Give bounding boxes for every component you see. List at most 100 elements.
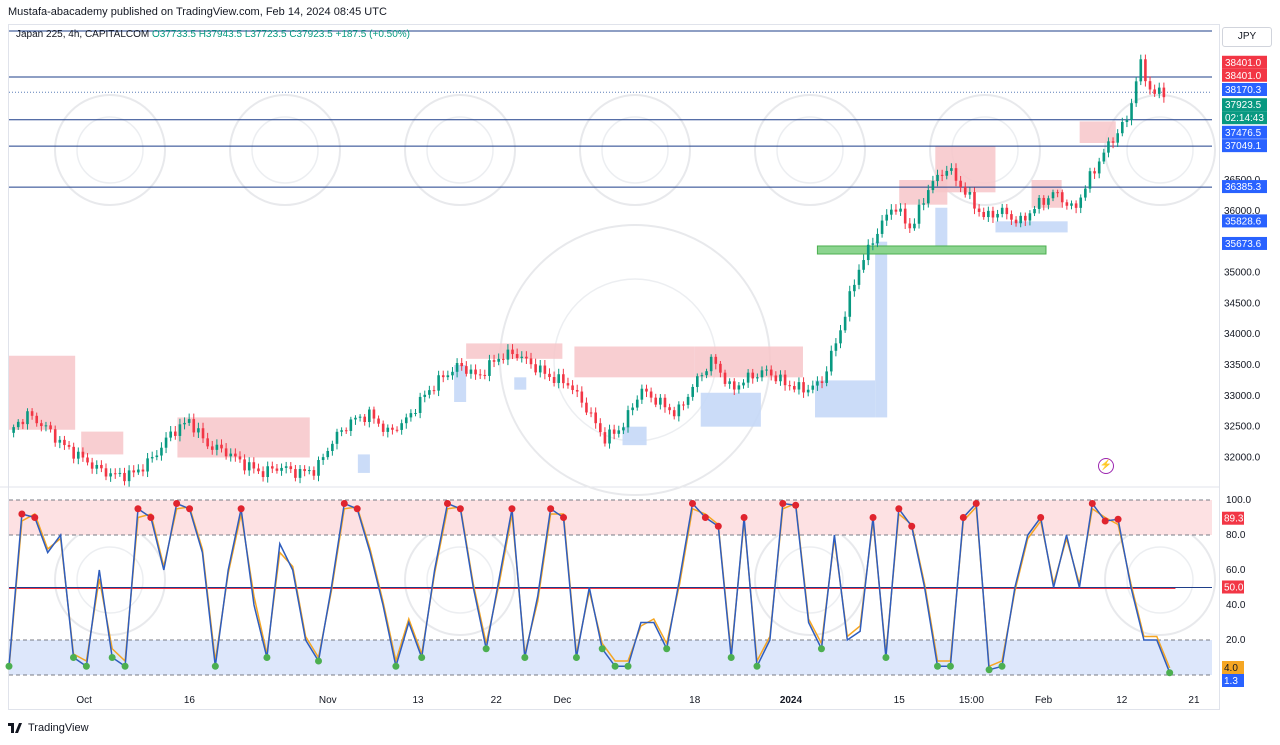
candle-body bbox=[127, 470, 131, 482]
candle-body bbox=[155, 455, 159, 458]
candle-body bbox=[178, 424, 182, 436]
candle-body bbox=[677, 404, 681, 417]
candle-body bbox=[1157, 87, 1161, 94]
price-label-text: 38401.0 bbox=[1225, 71, 1262, 82]
oscillator-value-text: 50.0 bbox=[1224, 583, 1244, 594]
overbought-signal-dot bbox=[688, 500, 696, 507]
candle-body bbox=[529, 358, 533, 365]
time-axis-tick: 2024 bbox=[780, 695, 803, 706]
candle-body bbox=[1079, 197, 1083, 208]
candle-body bbox=[959, 180, 962, 188]
candle-body bbox=[1153, 89, 1156, 94]
candle-body bbox=[788, 385, 791, 387]
price-label-box bbox=[1222, 55, 1267, 69]
oscillator-axis-tick: 60.0 bbox=[1226, 565, 1246, 576]
candle-body bbox=[1047, 198, 1050, 205]
candle-body bbox=[825, 371, 828, 383]
overbought-signal-dot bbox=[908, 522, 916, 530]
watermark-seal bbox=[404, 94, 516, 206]
currency-button[interactable]: JPY bbox=[1222, 27, 1272, 47]
footer-brand[interactable]: TradingView bbox=[8, 722, 89, 734]
candle-body bbox=[437, 375, 440, 391]
oversold-signal-dot bbox=[121, 662, 129, 670]
candle-body bbox=[1033, 209, 1036, 214]
candle-body bbox=[612, 429, 616, 434]
candle-body bbox=[908, 223, 912, 229]
candle-body bbox=[654, 397, 658, 405]
candle-body bbox=[298, 469, 302, 478]
oscillator-value-text: 4.0 bbox=[1224, 663, 1238, 674]
candle-body bbox=[1093, 171, 1096, 174]
candle-body bbox=[1070, 203, 1073, 206]
candle-body bbox=[751, 372, 755, 379]
candle-body bbox=[372, 409, 376, 419]
time-axis-tick: 16 bbox=[184, 695, 196, 706]
candle-body bbox=[511, 349, 514, 355]
candle-body bbox=[229, 453, 233, 457]
overbought-signal-dot bbox=[869, 514, 877, 521]
candle-body bbox=[192, 419, 196, 433]
candle-body bbox=[1125, 119, 1129, 122]
candle-body bbox=[478, 374, 482, 376]
candle-body bbox=[548, 373, 551, 378]
candle-body bbox=[423, 394, 427, 397]
candle-body bbox=[890, 209, 893, 215]
candle-body bbox=[86, 457, 89, 463]
overbought-signal-dot bbox=[173, 500, 181, 507]
candle-body bbox=[344, 430, 348, 432]
candle-body bbox=[492, 360, 496, 362]
candle-body bbox=[220, 444, 223, 449]
overbought-signal-dot bbox=[895, 505, 903, 513]
candle-body bbox=[705, 371, 708, 376]
price-label-box bbox=[1222, 82, 1267, 96]
price-label-text: 37476.5 bbox=[1225, 128, 1262, 139]
price-axis-tick: 32500.0 bbox=[1224, 422, 1261, 433]
candle-body bbox=[940, 174, 944, 176]
chart-frame[interactable] bbox=[8, 24, 1220, 710]
oversold-signal-dot bbox=[211, 662, 219, 670]
candle-body bbox=[829, 350, 833, 372]
candle-body bbox=[197, 428, 200, 433]
oversold-signal-dot bbox=[1166, 669, 1174, 677]
candle-body bbox=[640, 388, 644, 400]
overbought-signal-dot bbox=[792, 501, 800, 509]
ohlc-values: O37733.5 H37943.5 L37723.5 C37923.5 bbox=[152, 29, 333, 40]
support-zone bbox=[622, 426, 647, 446]
candle-body bbox=[90, 462, 94, 469]
watermark-seal bbox=[229, 94, 341, 206]
candle-body bbox=[557, 374, 561, 383]
candle-body bbox=[1028, 213, 1032, 221]
overbought-signal-dot bbox=[959, 514, 967, 521]
support-zone bbox=[357, 454, 370, 473]
lightning-icon[interactable]: ⚡ bbox=[1098, 458, 1114, 474]
candle-body bbox=[354, 417, 357, 420]
oversold-signal-dot bbox=[108, 654, 116, 661]
watermark-seal bbox=[754, 94, 866, 206]
candle-body bbox=[603, 432, 607, 444]
candle-body bbox=[49, 425, 52, 430]
oversold-signal-dot bbox=[482, 645, 490, 653]
candle-body bbox=[340, 430, 343, 432]
overbought-signal-dot bbox=[714, 522, 722, 530]
candle-body bbox=[446, 375, 450, 378]
resistance-zone bbox=[466, 343, 563, 359]
candle-body bbox=[252, 462, 256, 469]
oversold-signal-dot bbox=[418, 654, 426, 661]
price-label-text: 38170.3 bbox=[1225, 85, 1262, 96]
watermark-seal-inner bbox=[601, 116, 669, 184]
candle-body bbox=[585, 402, 588, 413]
price-label-box bbox=[1222, 98, 1267, 112]
candle-body bbox=[515, 354, 519, 358]
candle-body bbox=[608, 429, 611, 444]
candle-body bbox=[451, 371, 454, 376]
candle-body bbox=[598, 423, 602, 433]
oversold-signal-dot bbox=[82, 662, 90, 670]
candle-body bbox=[691, 386, 694, 397]
candle-body bbox=[732, 381, 736, 390]
candle-body bbox=[774, 375, 778, 382]
oversold-signal-dot bbox=[817, 645, 825, 653]
candle-body bbox=[779, 374, 782, 382]
candle-body bbox=[806, 389, 810, 393]
candle-body bbox=[973, 192, 976, 209]
